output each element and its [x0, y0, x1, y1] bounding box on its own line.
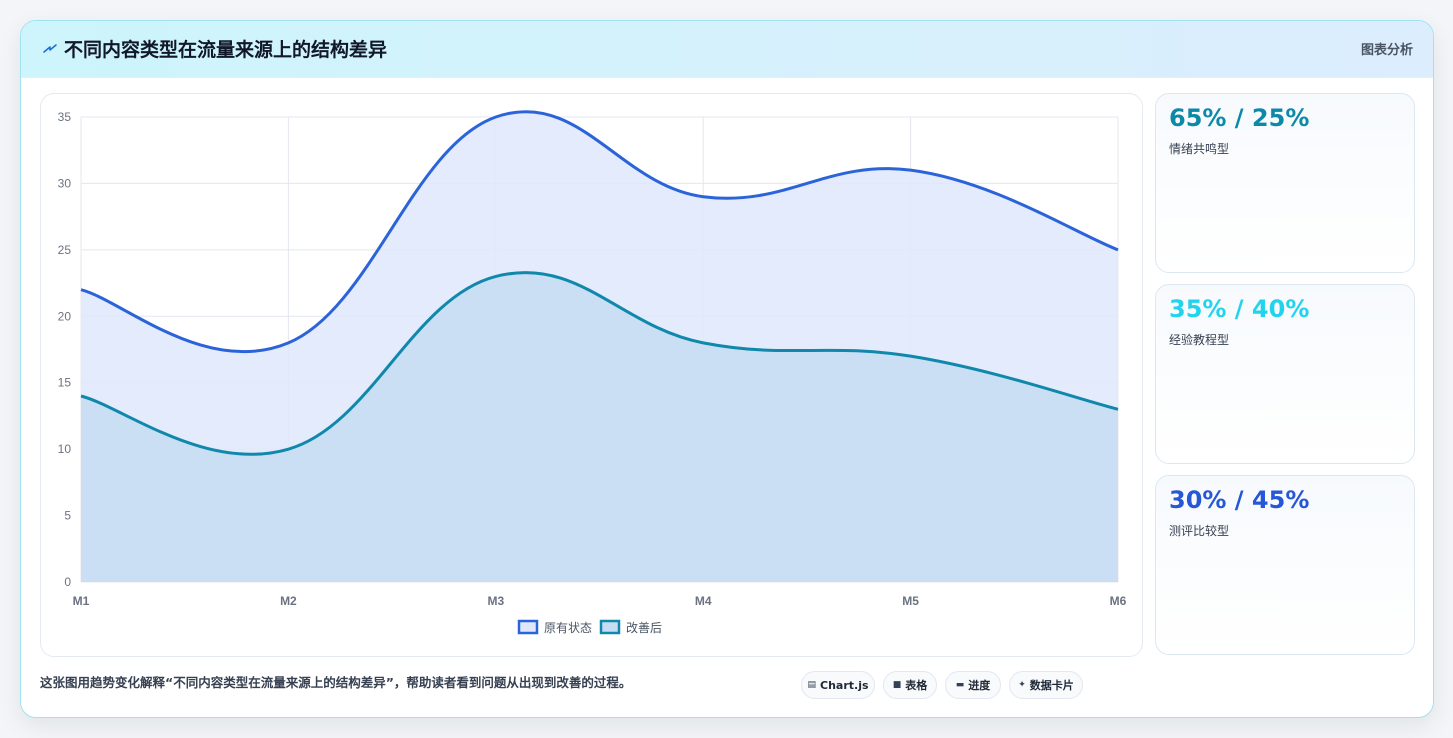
data-point	[702, 196, 704, 198]
data-point	[495, 275, 497, 277]
y-tick-label: 10	[58, 442, 72, 456]
chart-analysis-label: 图表分析	[1360, 43, 1413, 58]
x-tick-label: M3	[487, 594, 504, 608]
stat-label: 情绪共鸣型	[1169, 142, 1230, 156]
pill-label: Chart.js	[820, 678, 869, 692]
progress-pill[interactable]: ▬ 进度	[945, 671, 1001, 699]
area-chart: 0 5 10 15 20 25 30 35 M1 M2 M3 M4 M5 M6 原有状态 改善后	[58, 110, 1127, 635]
stat-value: 30% / 45%	[1169, 486, 1310, 514]
pill-label: 进度	[968, 679, 991, 692]
legend-swatch	[599, 619, 621, 635]
chartjs-pill[interactable]: ▤ Chart.js	[801, 671, 875, 699]
table-icon: ■	[892, 680, 902, 690]
pill-label: 表格	[905, 679, 928, 692]
area-fill-series-1	[81, 272, 1118, 582]
x-tick-label: M6	[1110, 594, 1127, 608]
data-point	[1117, 249, 1119, 251]
stat-value: 35% / 40%	[1169, 295, 1310, 323]
stat-card-review: 30% / 45% 测评比较型	[1155, 475, 1415, 655]
data-point	[910, 169, 912, 171]
zigzag-arrow-icon	[43, 44, 57, 53]
y-tick-label: 25	[58, 243, 72, 257]
progress-icon: ▬	[955, 680, 965, 690]
legend-label: 改善后	[626, 620, 662, 635]
sparkle-icon: ✦	[1018, 680, 1026, 690]
stat-card-tutorial: 35% / 40% 经验教程型	[1155, 284, 1415, 464]
chart-icon: ▤	[807, 680, 816, 690]
y-tick-label: 15	[58, 376, 72, 390]
card-header: 不同内容类型在流量来源上的结构差异 图表分析	[21, 21, 1433, 78]
data-point	[1117, 408, 1119, 410]
data-card-pill[interactable]: ✦ 数据卡片	[1009, 671, 1083, 699]
data-point	[287, 448, 289, 450]
y-tick-label: 5	[64, 509, 71, 523]
y-tick-label: 20	[58, 309, 72, 323]
y-tick-label: 30	[58, 176, 72, 190]
legend-swatch	[517, 619, 539, 635]
pill-label: 数据卡片	[1029, 679, 1074, 692]
stat-card-emotional: 65% / 25% 情绪共鸣型	[1155, 93, 1415, 273]
data-point	[702, 342, 704, 344]
line-series-1	[80, 271, 1119, 456]
page-title: 不同内容类型在流量来源上的结构差异	[64, 39, 388, 61]
x-tick-label: M1	[73, 594, 90, 608]
x-tick-label: M5	[902, 594, 919, 608]
chart-card: 不同内容类型在流量来源上的结构差异 图表分析 0 5 10 15 20 25 30 35 M1 M…	[20, 20, 1434, 718]
data-point	[287, 342, 289, 344]
chart-panel: 0 5 10 15 20 25 30 35 M1 M2 M3 M4 M5 M6 原有状态 改善后	[40, 93, 1143, 657]
data-point	[910, 355, 912, 357]
stat-label: 经验教程型	[1169, 333, 1230, 347]
data-point	[80, 395, 82, 397]
y-tick-label: 35	[58, 110, 72, 124]
line-series-0	[80, 110, 1119, 354]
x-tick-label: M4	[695, 594, 712, 608]
chart-caption: 这张图用趋势变化解释“不同内容类型在流量来源上的结构差异”，帮助读者看到问题从出…	[40, 675, 632, 690]
legend-label: 原有状态	[544, 621, 592, 635]
data-point	[80, 289, 82, 291]
x-tick-label: M2	[280, 594, 297, 608]
data-point	[495, 116, 497, 118]
stat-value: 65% / 25%	[1169, 104, 1310, 132]
stat-label: 测评比较型	[1169, 524, 1230, 538]
table-pill[interactable]: ■ 表格	[883, 671, 937, 699]
y-tick-label: 0	[64, 575, 71, 589]
